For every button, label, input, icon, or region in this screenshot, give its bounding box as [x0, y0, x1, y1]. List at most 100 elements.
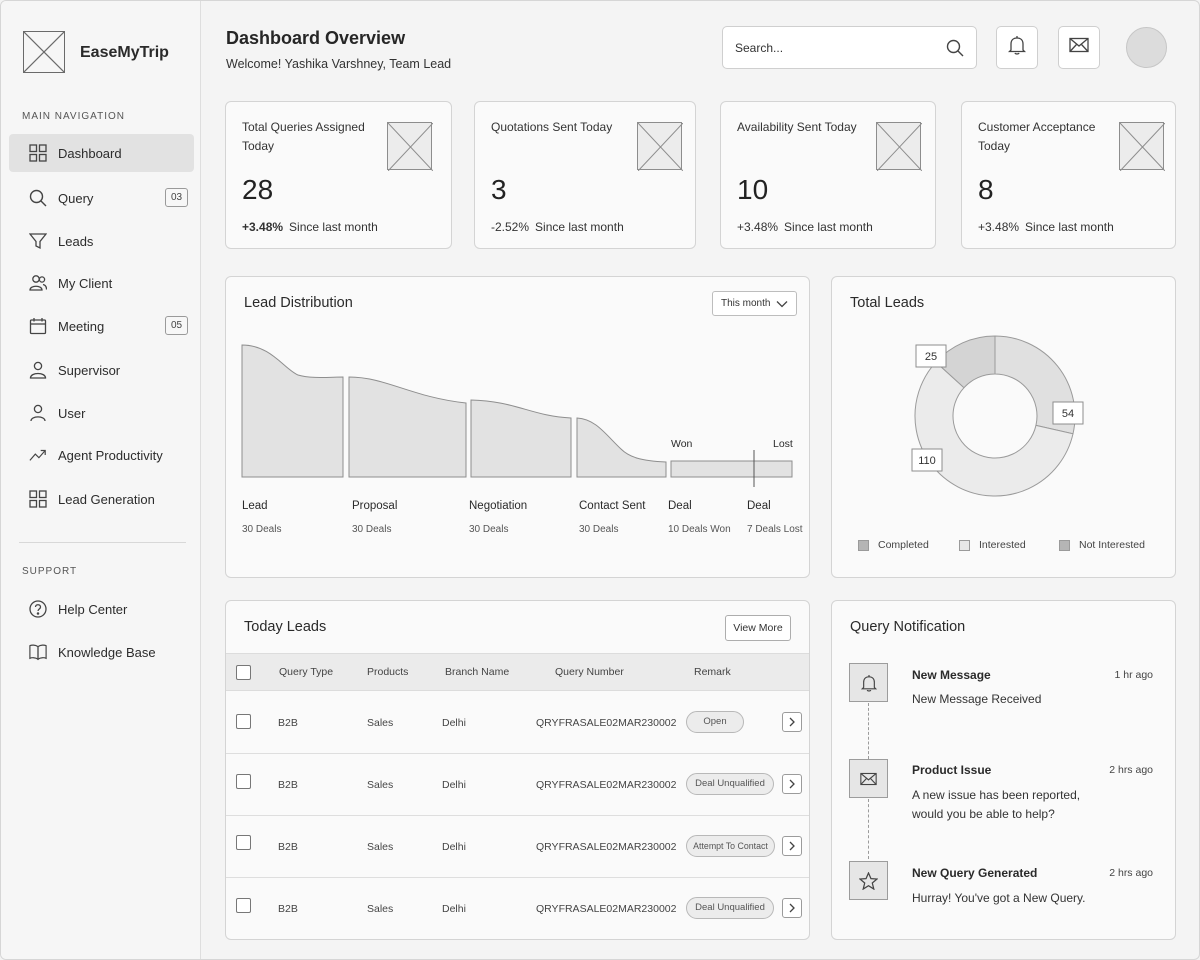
view-more-button[interactable]: View More — [725, 615, 791, 641]
sidebar-item-supervisor[interactable]: Supervisor — [9, 351, 194, 389]
notification-title[interactable]: Product Issue — [912, 763, 992, 777]
image-placeholder-icon — [387, 122, 434, 172]
row-open-button[interactable] — [782, 898, 802, 918]
sidebar-item-label: Leads — [58, 233, 94, 249]
star-icon — [849, 861, 888, 900]
count-badge: 05 — [165, 316, 188, 335]
messages-button[interactable] — [1058, 26, 1100, 69]
stat-change-percent: -2.52% — [491, 220, 530, 234]
sidebar-item-label: Help Center — [58, 601, 128, 617]
row-checkbox[interactable] — [236, 714, 251, 729]
sidebar-item-label: Query — [58, 190, 94, 206]
row-checkbox[interactable] — [236, 898, 251, 913]
table-body: B2B Sales Delhi QRYFRASALE02MAR230002 Op… — [226, 692, 809, 939]
row-checkbox[interactable] — [236, 774, 251, 789]
legend-label: Completed — [878, 539, 929, 551]
sidebar-item-query[interactable]: Query 03 — [9, 179, 194, 217]
cell-product: Sales — [367, 841, 394, 853]
image-placeholder-icon — [1119, 122, 1166, 172]
sidebar-item-dashboard[interactable]: Dashboard — [9, 134, 194, 172]
stat-label: Total Queries Assigned Today — [242, 120, 365, 153]
grid-icon — [29, 490, 47, 508]
stat-change: +3.48% Since last month — [978, 220, 1114, 234]
today-leads-card: Today Leads View More Query Type Product… — [225, 600, 810, 940]
cell-branch: Delhi — [442, 717, 466, 729]
donut-value-label: 54 — [1052, 401, 1084, 425]
period-dropdown[interactable]: This month — [712, 291, 797, 316]
card-title: Query Notification — [850, 619, 966, 635]
stat-card-total-queries: Total Queries Assigned Today 28 +3.48% Si… — [225, 101, 452, 249]
user-icon — [29, 404, 47, 422]
search-input[interactable] — [735, 38, 935, 58]
legend-item-not-interested: Not Interested — [1059, 539, 1145, 551]
notifications-button[interactable] — [996, 26, 1038, 69]
cell-query-number: QRYFRASALE02MAR230002 — [536, 903, 677, 915]
logo-placeholder — [23, 31, 65, 73]
status-badge: Attempt To Contact — [686, 835, 775, 857]
cell-query-type: B2B — [278, 903, 298, 915]
sidebar-item-user[interactable]: User — [9, 394, 194, 432]
stat-value: 3 — [491, 174, 507, 205]
legend-item-interested: Interested — [959, 539, 1026, 551]
legend-swatch — [1059, 539, 1070, 551]
chevron-right-icon — [789, 903, 795, 913]
total-leads-card: Total Leads 54 110 25 Completed Interested… — [831, 276, 1176, 578]
stage-count: 10 Deals Won — [668, 524, 731, 535]
notification-time: 2 hrs ago — [1109, 764, 1153, 776]
timeline-connector — [868, 703, 869, 759]
sidebar-item-label: User — [58, 405, 86, 421]
row-open-button[interactable] — [782, 836, 802, 856]
stage-count: 30 Deals — [242, 524, 282, 535]
sidebar-item-meeting[interactable]: Meeting 05 — [9, 307, 194, 345]
select-all-checkbox[interactable] — [236, 665, 251, 680]
table-row[interactable]: B2B Sales Delhi QRYFRASALE02MAR230002 De… — [226, 754, 809, 816]
row-open-button[interactable] — [782, 774, 802, 794]
cell-query-number: QRYFRASALE02MAR230002 — [536, 717, 677, 729]
table-row[interactable]: B2B Sales Delhi QRYFRASALE02MAR230002 At… — [226, 816, 809, 878]
chevron-right-icon — [789, 779, 795, 789]
sidebar-item-lead-generation[interactable]: Lead Generation — [9, 480, 194, 518]
sidebar-item-label: Dashboard — [58, 145, 122, 161]
sidebar-item-label: Supervisor — [58, 362, 121, 378]
column-header: Branch Name — [445, 666, 510, 678]
stat-change: -2.52% Since last month — [491, 220, 624, 234]
cell-query-type: B2B — [278, 717, 298, 729]
stat-label: Quotations Sent Today — [491, 120, 613, 134]
svg-text:25: 25 — [925, 351, 937, 363]
notification-time: 2 hrs ago — [1109, 867, 1153, 879]
stat-card-customer-acceptance: Customer Acceptance Today 8 +3.48% Since … — [961, 101, 1176, 249]
cell-product: Sales — [367, 717, 394, 729]
stat-value: 28 — [242, 174, 274, 205]
sidebar-item-leads[interactable]: Leads — [9, 222, 194, 260]
row-open-button[interactable] — [782, 712, 802, 732]
column-header: Products — [367, 666, 409, 678]
table-row[interactable]: B2B Sales Delhi QRYFRASALE02MAR230002 De… — [226, 878, 809, 939]
search-box[interactable] — [722, 26, 977, 69]
funnel-segment-contact-sent — [576, 417, 667, 478]
welcome-text: Welcome! Yashika Varshney, Team Lead — [226, 57, 452, 71]
notification-body: Hurray! You've got a New Query. — [912, 891, 1086, 905]
sidebar-item-my-client[interactable]: My Client — [9, 264, 194, 302]
stat-change-suffix: Since last month — [784, 220, 873, 234]
legend-swatch — [858, 539, 869, 551]
status-badge: Deal Unqualified — [686, 897, 774, 919]
row-checkbox[interactable] — [236, 835, 251, 850]
notification-body: A new issue has been reported, would you… — [912, 788, 1081, 821]
stat-value: 10 — [737, 174, 769, 205]
dropdown-value: This month — [721, 298, 771, 309]
mail-icon — [849, 759, 888, 798]
avatar[interactable] — [1126, 27, 1167, 68]
sidebar-item-agent-productivity[interactable]: Agent Productivity — [9, 436, 194, 474]
stat-change-percent: +3.48% — [737, 220, 779, 234]
notification-title[interactable]: New Query Generated — [912, 866, 1038, 880]
sidebar-item-knowledge-base[interactable]: Knowledge Base — [9, 633, 194, 671]
table-row[interactable]: B2B Sales Delhi QRYFRASALE02MAR230002 Op… — [226, 692, 809, 754]
stat-label: Availability Sent Today — [737, 120, 857, 134]
sidebar-item-help-center[interactable]: Help Center — [9, 590, 194, 628]
search-icon[interactable] — [946, 39, 964, 62]
notification-title[interactable]: New Message — [912, 668, 991, 682]
brand-name: EaseMyTrip — [80, 44, 169, 61]
lost-label: Lost — [773, 438, 793, 450]
help-icon — [29, 600, 47, 618]
status-badge: Deal Unqualified — [686, 773, 774, 795]
